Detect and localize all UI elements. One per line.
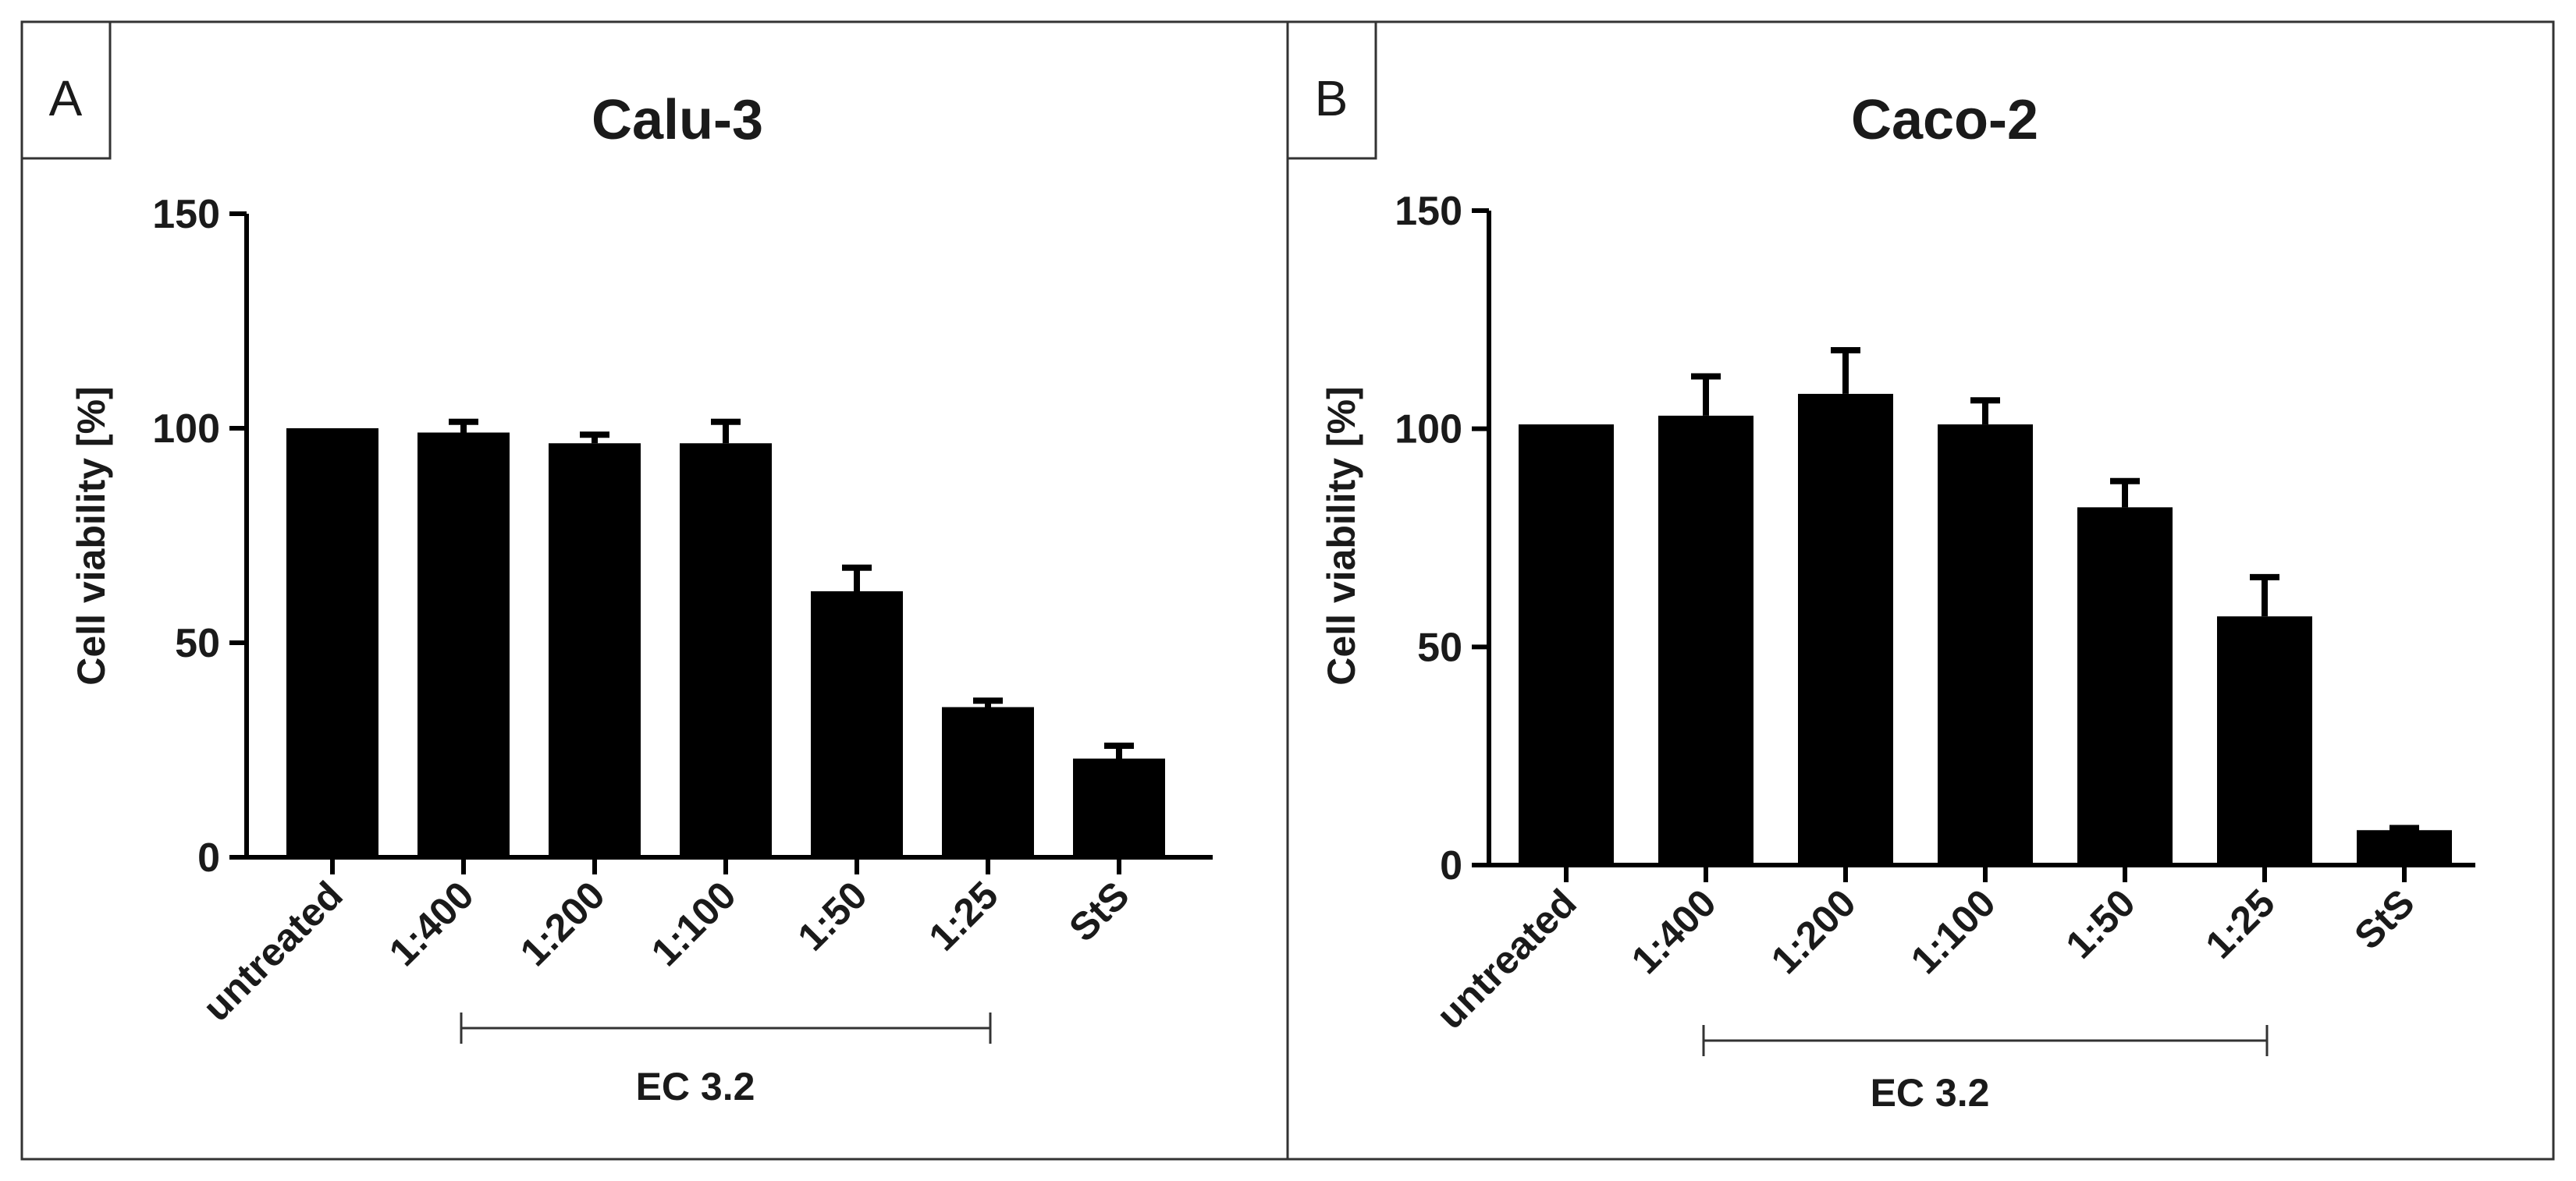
panel-a: A Calu-3 Cell viability [%] EC 3.2 0 50 10… <box>20 20 1289 1161</box>
chart-b-y-axis-label: Cell viability [%] <box>1320 386 1363 685</box>
chart-b-category-label-1: 1:400 <box>1623 881 1725 982</box>
chart-b-category-label-0: untreated <box>1428 881 1585 1037</box>
chart-a-y-tick-label-1: 50 <box>175 621 220 666</box>
chart-b-bar-2 <box>1798 393 1893 865</box>
panel-b-letter-box <box>1286 20 1377 160</box>
chart-b-bar-5 <box>2217 616 2312 865</box>
chart-a-category-label-0: untreated <box>194 873 351 1030</box>
chart-a-title: Calu-3 <box>592 89 763 151</box>
chart-b-bar-0 <box>1519 424 1614 865</box>
chart-a-bar-0 <box>286 428 378 857</box>
chart-b-bar-3 <box>1938 424 2033 865</box>
chart-b-plot: 0 50 100 150 untreated 1:400 1:200 1:100 1:50 1:2… <box>1395 189 2475 1056</box>
chart-b-y-tick-label-1: 50 <box>1417 625 1462 670</box>
chart-b-y-tick-label-3: 150 <box>1395 189 1462 234</box>
chart-a-category-label-4: 1:50 <box>789 873 875 959</box>
chart-a-plot: 0 50 100 150 untreated 1:400 1:200 1:100 1:50 1:2… <box>152 192 1213 1044</box>
panel-a-letter-box <box>20 20 112 160</box>
chart-a-y-axis-label: Cell viability [%] <box>69 386 113 685</box>
chart-b-category-label-5: 1:25 <box>2197 881 2283 966</box>
panel-b-frame <box>1286 20 2555 1161</box>
chart-a-bar-2 <box>549 443 641 857</box>
chart-a-category-label-6: StS <box>1061 873 1138 950</box>
chart-b-category-label-2: 1:200 <box>1763 881 1864 982</box>
chart-b-y-tick-label-0: 0 <box>1440 843 1462 888</box>
chart-b-title: Caco-2 <box>1851 89 2038 151</box>
chart-a-bar-6 <box>1073 758 1165 857</box>
chart-a-y-tick-label-3: 150 <box>152 192 220 237</box>
chart-a-y-tick-label-0: 0 <box>197 835 220 881</box>
chart-a-bar-1 <box>417 432 510 857</box>
chart-a-category-label-2: 1:200 <box>512 873 613 974</box>
chart-b-bar-4 <box>2077 507 2173 865</box>
chart-b-group-label: EC 3.2 <box>1871 1071 1990 1115</box>
chart-a-category-label-5: 1:25 <box>920 873 1006 959</box>
chart-a-group-label: EC 3.2 <box>636 1065 755 1108</box>
chart-a-category-label-3: 1:100 <box>643 873 744 974</box>
chart-b-category-label-6: StS <box>2346 881 2423 958</box>
chart-a-bar-4 <box>811 591 903 857</box>
chart-a-category-label-1: 1:400 <box>381 873 482 974</box>
chart-b-bar-1 <box>1658 415 1753 865</box>
chart-b-category-label-4: 1:50 <box>2057 881 2143 966</box>
chart-a-bar-5 <box>942 707 1034 857</box>
chart-a-bar-3 <box>680 443 772 857</box>
chart-a-y-tick-label-2: 100 <box>152 406 220 452</box>
chart-b-y-tick-label-2: 100 <box>1395 407 1462 452</box>
panel-b: B Caco-2 Cell viability [%] EC 3.2 0 50 10… <box>1286 20 2555 1161</box>
chart-b-category-label-3: 1:100 <box>1903 881 2004 982</box>
chart-b-bar-6 <box>2357 830 2452 865</box>
panel-b-letter: B <box>1315 70 1348 126</box>
panel-a-letter: A <box>49 70 83 126</box>
